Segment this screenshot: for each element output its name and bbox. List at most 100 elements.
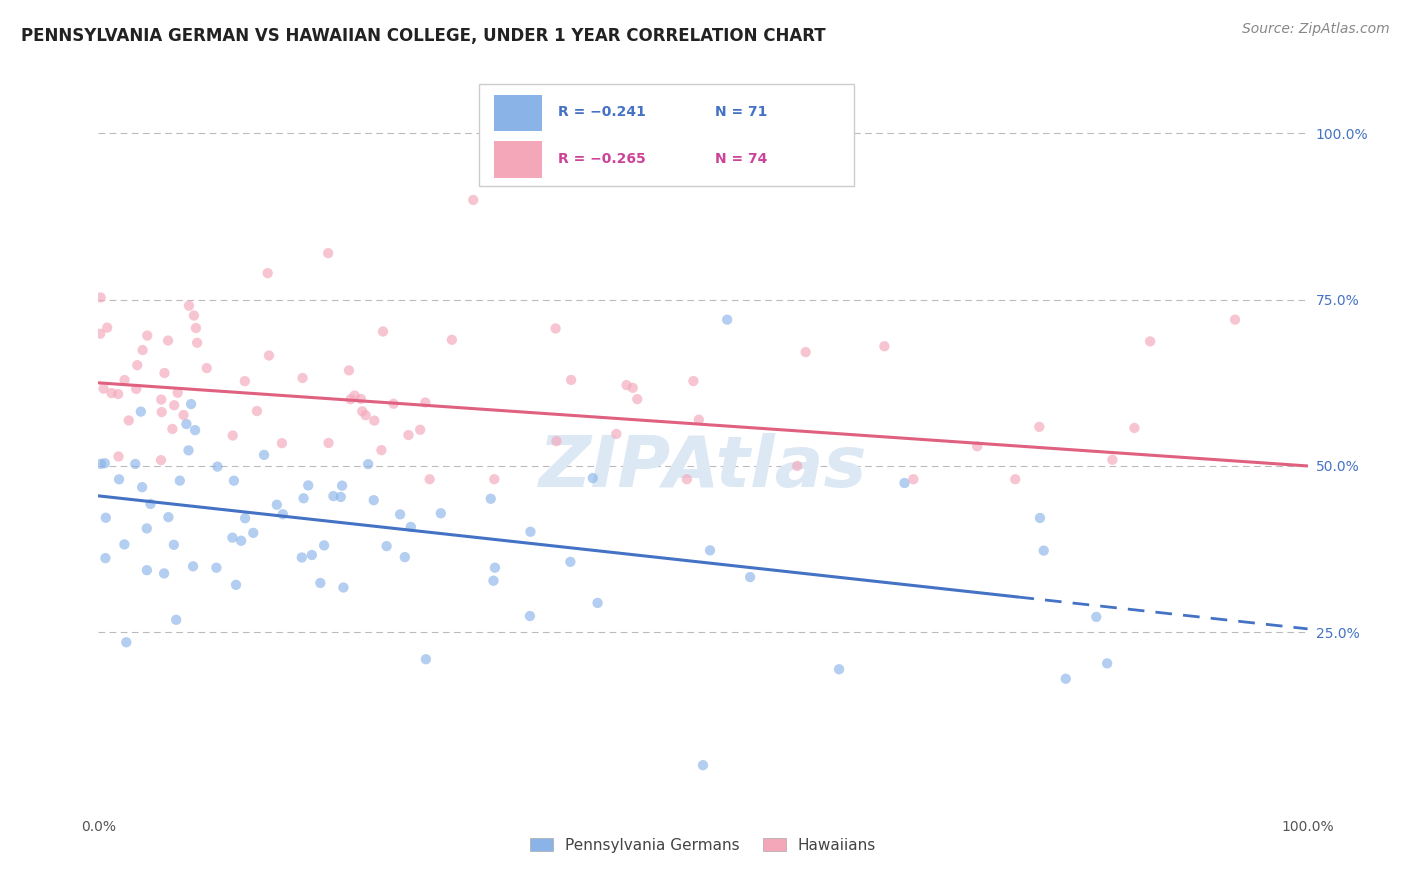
Point xyxy=(301,548,323,562)
Point xyxy=(107,387,129,401)
Point xyxy=(256,266,278,280)
Point xyxy=(309,576,332,591)
Point xyxy=(292,491,315,506)
Point xyxy=(363,414,385,428)
Point xyxy=(692,758,714,772)
Point xyxy=(112,537,135,551)
Point xyxy=(716,312,738,326)
Point xyxy=(1223,312,1246,326)
Point xyxy=(479,491,502,506)
Text: R = −0.241: R = −0.241 xyxy=(558,104,645,119)
Point xyxy=(586,596,609,610)
Point xyxy=(675,472,697,486)
Point xyxy=(157,334,180,348)
Point xyxy=(242,525,264,540)
Point xyxy=(616,378,638,392)
Point xyxy=(181,559,204,574)
Point xyxy=(363,493,385,508)
Point xyxy=(127,358,149,372)
Point xyxy=(682,374,704,388)
Point xyxy=(389,508,412,522)
Point xyxy=(222,428,245,442)
Point xyxy=(484,560,506,574)
Point xyxy=(1028,419,1050,434)
Point xyxy=(786,458,808,473)
Point xyxy=(873,339,896,353)
Point xyxy=(118,413,141,427)
Point xyxy=(626,392,648,406)
Point xyxy=(314,538,336,552)
Point xyxy=(233,511,256,525)
Point xyxy=(221,531,243,545)
Point xyxy=(560,555,582,569)
Point xyxy=(399,520,422,534)
Point xyxy=(699,543,721,558)
Point xyxy=(100,386,122,401)
Point xyxy=(339,392,361,407)
Point xyxy=(1139,334,1161,349)
Point xyxy=(90,291,112,305)
Point xyxy=(415,652,437,666)
Point xyxy=(419,472,441,486)
Point xyxy=(135,563,157,577)
Point xyxy=(394,550,416,565)
Point xyxy=(291,371,314,385)
Point xyxy=(409,423,432,437)
Point xyxy=(115,635,138,649)
Point xyxy=(1054,672,1077,686)
Point xyxy=(966,439,988,453)
Point xyxy=(605,426,627,441)
Point xyxy=(271,507,294,521)
Point xyxy=(177,299,200,313)
Point xyxy=(114,373,136,387)
Point xyxy=(322,489,344,503)
Point xyxy=(794,345,817,359)
Point xyxy=(153,566,176,581)
Point xyxy=(440,333,463,347)
Point xyxy=(184,423,207,437)
Point xyxy=(131,343,153,357)
Point xyxy=(163,538,186,552)
Point xyxy=(519,609,541,624)
Point xyxy=(398,428,420,442)
Point xyxy=(96,320,118,334)
Point xyxy=(162,422,184,436)
Point xyxy=(413,395,436,409)
Point xyxy=(186,335,208,350)
Point xyxy=(257,349,280,363)
Point xyxy=(1123,421,1146,435)
Point xyxy=(150,405,173,419)
Point xyxy=(463,193,485,207)
Point xyxy=(89,326,111,341)
Point xyxy=(180,397,202,411)
Point xyxy=(131,480,153,494)
Point xyxy=(291,550,314,565)
FancyBboxPatch shape xyxy=(494,141,543,178)
Text: ZIPAtlas: ZIPAtlas xyxy=(538,434,868,502)
Point xyxy=(271,436,294,450)
Point xyxy=(135,521,157,535)
Point xyxy=(544,321,567,335)
Point xyxy=(1095,657,1118,671)
Point xyxy=(90,457,112,471)
Point xyxy=(136,328,159,343)
Point xyxy=(94,456,117,470)
Point xyxy=(166,385,188,400)
FancyBboxPatch shape xyxy=(494,95,543,131)
Point xyxy=(382,397,405,411)
Point xyxy=(350,392,373,406)
Point xyxy=(163,398,186,412)
Point xyxy=(332,581,354,595)
Point xyxy=(582,471,605,485)
Point xyxy=(107,450,129,464)
Point xyxy=(316,246,339,260)
Point xyxy=(108,472,131,486)
Point xyxy=(125,382,148,396)
FancyBboxPatch shape xyxy=(479,84,855,186)
Point xyxy=(246,404,269,418)
Point xyxy=(1085,610,1108,624)
Point xyxy=(297,478,319,492)
Point xyxy=(177,443,200,458)
Point xyxy=(343,388,366,402)
Point xyxy=(357,457,380,471)
